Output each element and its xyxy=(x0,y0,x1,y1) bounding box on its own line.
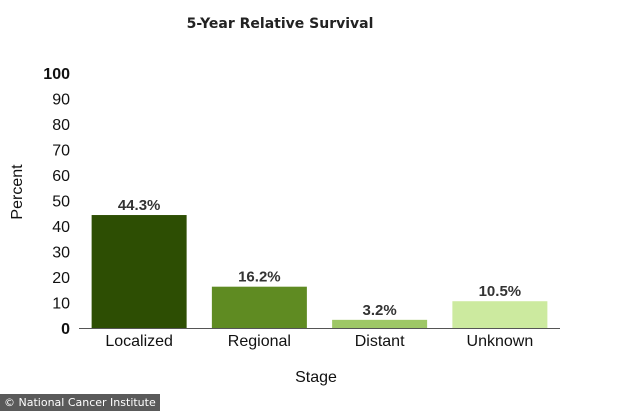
bar xyxy=(91,215,187,328)
y-tick-label: 20 xyxy=(52,270,70,287)
bar xyxy=(452,301,548,328)
data-labels: 44.3% 16.2% 3.2% 10.5% xyxy=(118,197,521,319)
y-tick-label: 80 xyxy=(52,117,70,134)
data-label: 10.5% xyxy=(479,283,522,300)
data-label: 16.2% xyxy=(238,269,281,286)
y-tick-label: 60 xyxy=(52,168,70,185)
y-tick-label: 0 xyxy=(61,321,70,338)
y-axis-ticks: 0 10 20 30 40 50 60 70 80 90 100 xyxy=(43,66,70,338)
y-tick-label: 50 xyxy=(52,194,70,211)
y-tick-label: 100 xyxy=(43,66,70,83)
category-label: Localized xyxy=(105,333,173,350)
category-labels: Localized Regional Distant Unknown xyxy=(105,333,533,350)
y-tick-label: 90 xyxy=(52,92,70,109)
bar xyxy=(332,319,428,328)
category-label: Distant xyxy=(355,333,405,350)
credit-badge: © National Cancer Institute xyxy=(0,394,160,411)
data-label: 44.3% xyxy=(118,197,161,214)
y-axis-label: Percent xyxy=(9,164,26,220)
category-label: Regional xyxy=(228,333,291,350)
data-label: 3.2% xyxy=(363,302,397,319)
y-tick-label: 30 xyxy=(52,245,70,262)
category-label: Unknown xyxy=(467,333,534,350)
bars xyxy=(91,215,548,328)
y-tick-label: 40 xyxy=(52,219,70,236)
bar xyxy=(211,286,307,328)
y-tick-label: 10 xyxy=(52,296,70,313)
y-tick-label: 70 xyxy=(52,143,70,160)
x-axis-label: Stage xyxy=(295,369,337,386)
chart-title: 5-Year Relative Survival xyxy=(187,16,374,32)
